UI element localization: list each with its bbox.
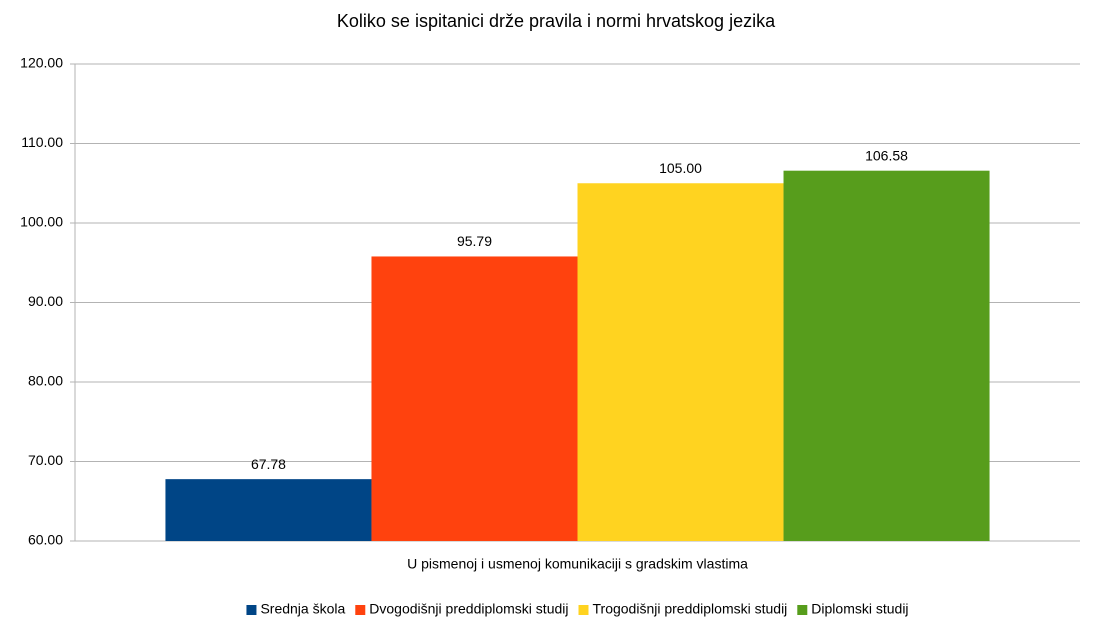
bar <box>165 479 372 541</box>
data-label: 95.79 <box>457 233 492 249</box>
data-label: 105.00 <box>659 160 702 176</box>
legend-swatch <box>355 605 366 615</box>
y-tick-label: 60.00 <box>28 532 63 548</box>
legend-swatch <box>797 605 808 615</box>
legend-swatch <box>578 605 589 615</box>
legend-label: Srednja škola <box>260 601 345 617</box>
data-label: 106.58 <box>865 147 908 163</box>
chart-title: Koliko se ispitanici drže pravila i norm… <box>337 11 776 31</box>
y-tick-label: 70.00 <box>28 452 63 468</box>
legend-label: Dvogodišnji preddiplomski studij <box>369 601 568 617</box>
y-tick-label: 120.00 <box>20 55 63 71</box>
bar <box>577 183 784 541</box>
legend-swatch <box>246 605 257 615</box>
y-tick-label: 90.00 <box>28 293 63 309</box>
data-label: 67.78 <box>251 456 286 472</box>
bar <box>371 256 578 541</box>
y-tick-label: 100.00 <box>20 214 63 230</box>
legend-label: Trogodišnji preddiplomski studij <box>593 601 788 617</box>
bar <box>783 170 990 541</box>
y-tick-label: 110.00 <box>21 134 63 150</box>
y-tick-label: 80.00 <box>28 373 63 389</box>
legend-label: Diplomski studij <box>811 601 908 617</box>
x-tick-label: U pismenoj i usmenoj komunikaciji s grad… <box>407 556 748 572</box>
